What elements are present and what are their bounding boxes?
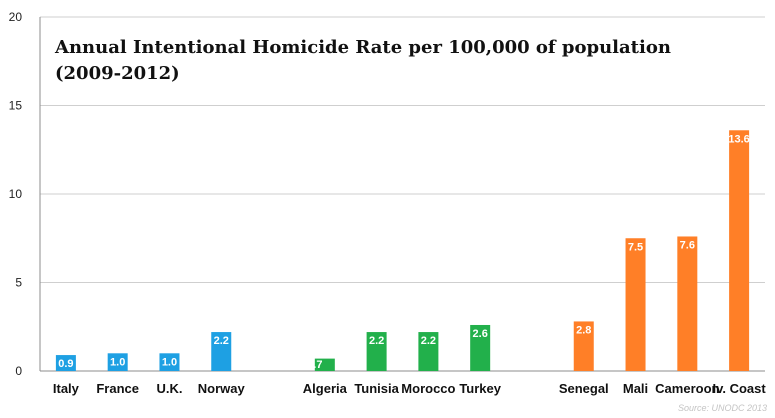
- x-tick-label: Morocco: [401, 381, 455, 396]
- bar-norway: [211, 332, 232, 371]
- bar-value-label: 0.7: [307, 359, 322, 371]
- y-tick-label-0: 0: [15, 364, 22, 378]
- x-tick-label: Norway: [198, 381, 246, 396]
- x-tick-label: France: [96, 381, 139, 396]
- x-tick-label: Mali: [623, 381, 648, 396]
- bars: [55, 130, 750, 371]
- x-tick-label: Tunisia: [354, 381, 399, 396]
- bar-value-label: 2.2: [421, 335, 436, 347]
- bar-senegal: [573, 321, 594, 371]
- bar-cameroon: [677, 236, 698, 371]
- bar-morocco: [418, 332, 439, 371]
- bar-value-label: 7.6: [680, 239, 695, 251]
- x-tick-label: Iv. Coast: [712, 381, 766, 396]
- x-tick-label: Algeria: [303, 381, 348, 396]
- bar-value-labels: 0.9 1.0 1.0 2.2 0.7 2.2 2.2 2.6 2.8 7.5 7.6 13.6: [58, 133, 750, 371]
- bar-value-label: 1.0: [110, 356, 125, 368]
- y-tick-label-5: 5: [15, 276, 22, 290]
- y-tick-label-10: 10: [9, 187, 23, 201]
- y-tick-label-20: 20: [9, 10, 23, 24]
- bar-value-label: 1.0: [162, 356, 177, 368]
- bar-algeria: [314, 358, 335, 371]
- bar-france: [107, 353, 128, 371]
- x-tick-label: Senegal: [559, 381, 609, 396]
- chart-title-line-1: Annual Intentional Homicide Rate per 100…: [54, 37, 671, 58]
- bar-value-label: 13.6: [728, 133, 749, 145]
- bar-value-label: 2.2: [369, 335, 384, 347]
- x-tick-label: Cameroon: [655, 381, 719, 396]
- source-note: Source: UNODC 2013: [678, 403, 767, 413]
- bar-u-k: [159, 353, 180, 371]
- y-tick-label-15: 15: [9, 99, 23, 113]
- x-axis-labels: Italy France U.K. Norway Algeria Tunisia Moroc…: [53, 381, 767, 396]
- bar-tunisia: [366, 332, 387, 371]
- bar-value-label: 2.2: [214, 335, 229, 347]
- y-axis-ticks: 0 5 10 15 20: [9, 10, 23, 378]
- bar-mali: [625, 238, 646, 371]
- bar-value-label: 2.6: [473, 328, 488, 340]
- x-tick-label: Turkey: [459, 381, 501, 396]
- bar-turkey: [470, 324, 491, 371]
- bar-value-label: 2.8: [576, 324, 591, 336]
- bar-iv-coast: [729, 130, 750, 371]
- x-tick-label: U.K.: [156, 381, 182, 396]
- bar-value-label: 0.9: [58, 358, 73, 370]
- bar-value-label: 7.5: [628, 241, 643, 253]
- chart-title-line-2: (2009-2012): [55, 63, 180, 84]
- x-tick-label: Italy: [53, 381, 80, 396]
- bar-italy: [55, 355, 76, 371]
